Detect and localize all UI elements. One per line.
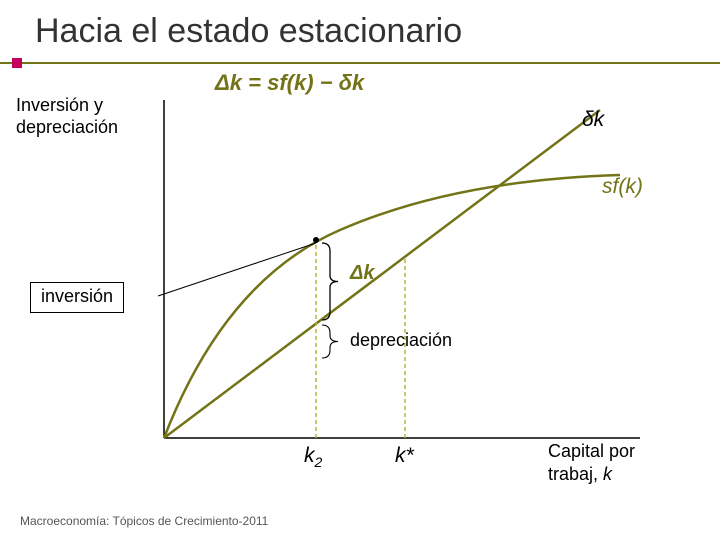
slide: Hacia el estado estacionario Δk = sf(k) …	[0, 0, 720, 540]
depreciacion-brace	[322, 325, 338, 358]
sfk-curve-label: sf(k)	[602, 175, 643, 199]
x-axis-label: Capital portrabaj, k	[548, 440, 635, 485]
dk-line-label: δk	[582, 108, 604, 132]
k2-point-marker	[313, 237, 319, 243]
inversion-pointer	[158, 243, 316, 296]
x-tick-k2: k2	[304, 444, 322, 470]
slide-footer: Macroeconomía: Tópicos de Crecimiento-20…	[20, 514, 268, 528]
x-tick-kstar: k*	[395, 444, 414, 468]
sfk-curve	[164, 175, 620, 438]
depreciacion-label: depreciación	[350, 330, 452, 351]
dk-line	[164, 110, 600, 438]
delta-k-brace-label: Δk	[350, 262, 375, 285]
